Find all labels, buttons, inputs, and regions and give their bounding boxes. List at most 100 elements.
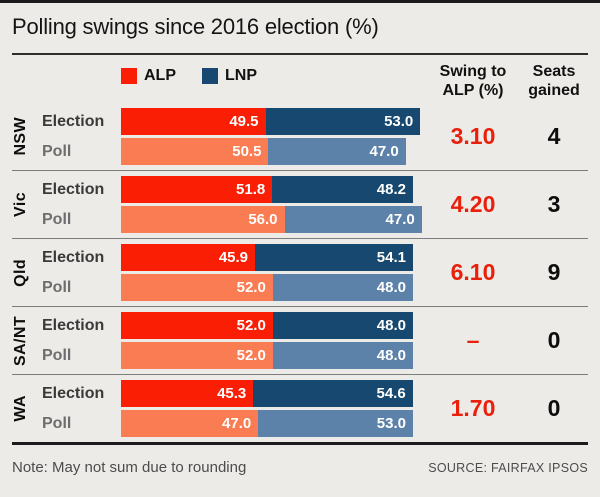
state-group-nsw: NSW Election 49.5 53.0 Poll 50.5 47.0: [12, 103, 588, 170]
swing-value: 4.20: [450, 191, 496, 217]
poll-bar: 47.0 53.0: [121, 410, 413, 437]
row-label-poll: Poll: [42, 346, 72, 364]
alp-segment: 52.0: [121, 312, 273, 339]
alp-value: 50.5: [232, 143, 262, 160]
state-label: Vic: [12, 192, 29, 217]
election-row: Election 45.3 54.6: [42, 380, 426, 407]
alp-segment: 50.5: [121, 138, 269, 165]
swing-value: 6.10: [450, 259, 496, 285]
row-label-poll: Poll: [42, 414, 72, 432]
lnp-segment: 48.0: [272, 342, 413, 369]
lnp-value: 47.0: [369, 143, 399, 160]
poll-bar: 56.0 47.0: [121, 206, 422, 233]
row-label-poll: Poll: [42, 142, 72, 160]
row-label-election: Election: [42, 112, 105, 130]
column-header-swing-line1: Swing to: [439, 63, 507, 80]
bar-chart: NSW Election 49.5 53.0 Poll 50.5 47.0: [12, 103, 588, 442]
row-label-poll: Poll: [42, 210, 72, 228]
lnp-segment: 53.0: [258, 410, 413, 437]
row-label-election: Election: [42, 180, 105, 198]
seats-value: 3: [547, 191, 561, 217]
alp-segment: 45.3: [121, 380, 254, 407]
lnp-segment: 48.0: [272, 274, 413, 301]
alp-segment: 49.5: [121, 108, 266, 135]
lnp-segment: 47.0: [268, 138, 406, 165]
election-row: Election 45.9 54.1: [42, 244, 426, 271]
lnp-value: 48.2: [376, 181, 406, 198]
lnp-value: 54.1: [376, 249, 406, 266]
alp-segment: 52.0: [121, 342, 273, 369]
poll-bar: 52.0 48.0: [121, 342, 413, 369]
lnp-value: 48.0: [376, 347, 406, 364]
lnp-segment: 47.0: [284, 206, 422, 233]
header-row: ALP LNP Swing to ALP (%) Seats gained: [12, 55, 588, 103]
column-header-seats: Seats gained: [520, 63, 588, 101]
column-header-swing-line2: ALP (%): [442, 81, 504, 99]
chart-bottom-divider: [12, 442, 588, 445]
row-label-election: Election: [42, 384, 105, 402]
state-group-qld: Qld Election 45.9 54.1 Poll 52.0 48.0: [12, 238, 588, 306]
alp-value: 49.5: [229, 113, 259, 130]
poll-row: Poll 52.0 48.0: [42, 274, 426, 301]
seats-value: 0: [547, 327, 561, 353]
lnp-value: 47.0: [385, 211, 415, 228]
footer: Note: May not sum due to rounding SOURCE…: [12, 459, 588, 476]
alp-value: 52.0: [236, 317, 266, 334]
alp-value: 52.0: [236, 279, 266, 296]
lnp-segment: 54.6: [253, 380, 413, 407]
lnp-color-swatch-icon: [202, 68, 218, 84]
chart-title: Polling swings since 2016 election (%): [12, 14, 379, 39]
column-header-swing: Swing to ALP (%): [426, 63, 520, 101]
lnp-value: 53.0: [376, 415, 406, 432]
alp-segment: 56.0: [121, 206, 285, 233]
swing-value: 3.10: [450, 123, 496, 149]
lnp-value: 48.0: [376, 317, 406, 334]
legend-item-lnp: LNP: [202, 67, 257, 85]
seats-value: 9: [547, 259, 561, 285]
seats-value: 0: [547, 395, 561, 421]
alp-value: 45.3: [217, 385, 247, 402]
state-label: WA: [12, 395, 29, 422]
election-bar: 49.5 53.0: [121, 108, 421, 135]
lnp-segment: 53.0: [265, 108, 421, 135]
state-label: NSW: [12, 117, 29, 156]
election-bar: 45.3 54.6: [121, 380, 413, 407]
state-label: Qld: [12, 258, 29, 287]
alp-value: 52.0: [236, 347, 266, 364]
poll-bar: 50.5 47.0: [121, 138, 406, 165]
top-border: [0, 0, 600, 3]
source-credit: SOURCE: FAIRFAX IPSOS: [428, 461, 588, 475]
alp-segment: 52.0: [121, 274, 273, 301]
column-header-seats-line1: Seats: [532, 63, 576, 80]
election-row: Election 52.0 48.0: [42, 312, 426, 339]
row-label-election: Election: [42, 316, 105, 334]
lnp-segment: 48.0: [272, 312, 413, 339]
swing-value: –: [466, 327, 480, 353]
legend-item-alp: ALP: [121, 67, 176, 85]
title-divider: [12, 53, 588, 55]
alp-value: 56.0: [248, 211, 278, 228]
alp-color-swatch-icon: [121, 68, 137, 84]
chart-panel: Polling swings since 2016 election (%) A…: [0, 14, 600, 476]
legend-label-lnp: LNP: [225, 67, 257, 84]
poll-bar: 52.0 48.0: [121, 274, 413, 301]
poll-row: Poll 56.0 47.0: [42, 206, 426, 233]
footnote: Note: May not sum due to rounding: [12, 459, 247, 476]
lnp-value: 54.6: [376, 385, 406, 402]
election-row: Election 51.8 48.2: [42, 176, 426, 203]
lnp-value: 53.0: [384, 113, 414, 130]
seats-value: 4: [547, 123, 561, 149]
alp-segment: 45.9: [121, 244, 256, 271]
election-bar: 52.0 48.0: [121, 312, 413, 339]
lnp-segment: 54.1: [255, 244, 413, 271]
lnp-value: 48.0: [376, 279, 406, 296]
legend: ALP LNP: [121, 67, 426, 85]
state-group-sant: SA/NT Election 52.0 48.0 Poll 52.0 48.0: [12, 306, 588, 374]
alp-segment: 51.8: [121, 176, 273, 203]
swing-value: 1.70: [450, 395, 496, 421]
election-bar: 45.9 54.1: [121, 244, 413, 271]
column-header-seats-line2: gained: [528, 81, 580, 99]
row-label-poll: Poll: [42, 278, 72, 296]
alp-value: 45.9: [218, 249, 249, 266]
poll-row: Poll 47.0 53.0: [42, 410, 426, 437]
